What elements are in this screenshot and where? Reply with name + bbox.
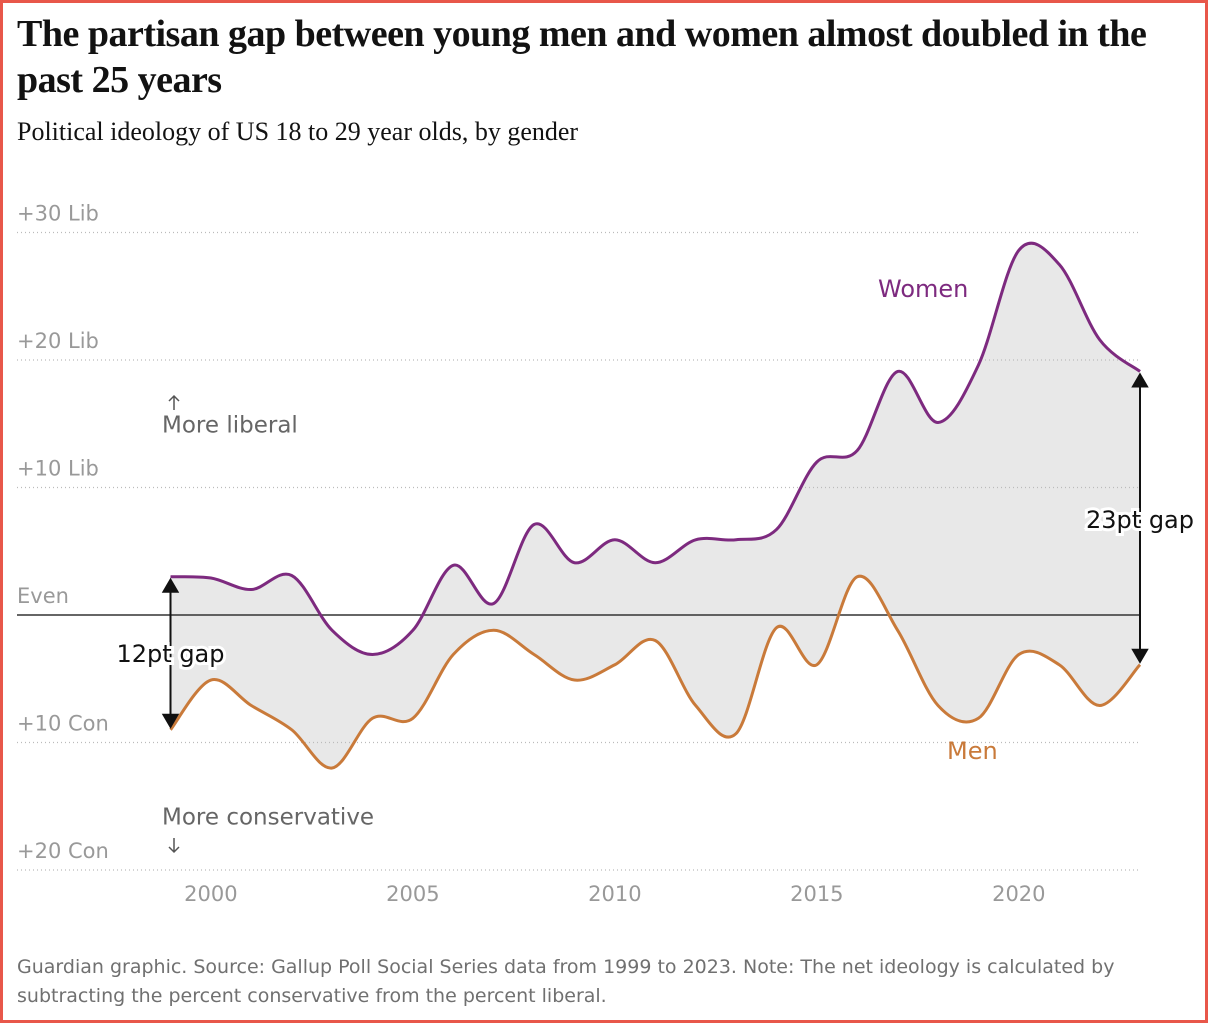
y-tick-label: +30 Lib (17, 202, 99, 226)
series-line (169, 574, 1142, 770)
x-tick-label: 2020 (992, 882, 1045, 906)
gap-area (170, 243, 1140, 769)
annotation: More conservative (162, 805, 374, 831)
gap-arrow (1131, 372, 1149, 664)
x-tick-label: 2010 (588, 882, 641, 906)
chart: +20 Con +10 Con Even +10 Lib +20 Lib +30 Lib 2… (17, 202, 1197, 906)
grid (17, 231, 1140, 871)
x-tick-label: 2015 (790, 882, 843, 906)
gap-arrow (161, 577, 180, 729)
annotation: More liberal (162, 413, 298, 439)
chart-subtitle: Political ideology of US 18 to 29 year o… (17, 117, 579, 146)
arrow-up-icon (168, 394, 180, 410)
y-tick-label: +20 Lib (17, 329, 99, 353)
y-tick-label: Even (17, 584, 69, 608)
y-tick-label: +10 Lib (17, 457, 99, 481)
y-tick-label: +10 Con (17, 712, 109, 736)
x-tick-label: 2005 (386, 882, 439, 906)
y-tick-label: +20 Con (17, 839, 109, 863)
chart-title: The partisan gap between young men and w… (17, 13, 1147, 101)
series-label: Men (947, 737, 998, 765)
gap-label: 12pt gap (117, 640, 225, 668)
gap-label: 23pt gap (1086, 506, 1194, 534)
x-tick-label: 2000 (184, 882, 237, 906)
source-note: Guardian graphic. Source: Gallup Poll So… (17, 956, 1115, 1007)
series-line (170, 241, 1141, 657)
arrow-down-icon (168, 838, 180, 854)
series-label: Women (878, 275, 968, 303)
